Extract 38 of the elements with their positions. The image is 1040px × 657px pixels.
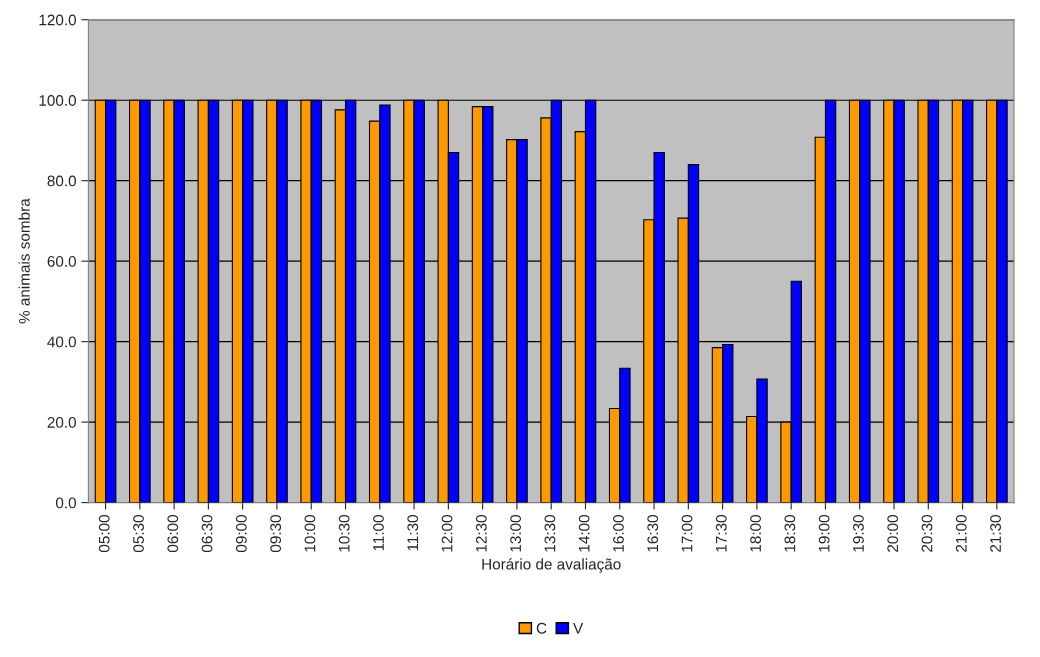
x-tick-label: 19:00 bbox=[818, 515, 830, 552]
x-tick-label: 19:30 bbox=[853, 515, 864, 552]
x-tick-label: 12:00 bbox=[441, 515, 453, 552]
x-tick-label: 05:30 bbox=[133, 515, 144, 553]
x-tick-label: 11:30 bbox=[407, 515, 419, 551]
x-axis-title: Horário de avaliação bbox=[482, 558, 621, 573]
x-tick-label: 20:30 bbox=[921, 515, 933, 552]
legend-label: C bbox=[536, 622, 547, 634]
x-tick-label: 17:00 bbox=[681, 515, 693, 552]
x-tick-label: 16:00 bbox=[613, 515, 624, 552]
x-tick-label: 16:30 bbox=[647, 515, 659, 552]
x-tick-label: 21:30 bbox=[990, 515, 1001, 552]
x-tick-label: 06:00 bbox=[167, 515, 179, 553]
y-tick-label: 40.0 bbox=[47, 336, 76, 348]
legend-label: V bbox=[573, 623, 584, 634]
x-tick-label: 05:00 bbox=[98, 515, 110, 553]
y-tick-label: 120.0 bbox=[39, 14, 76, 26]
x-tick-label: 14:00 bbox=[578, 515, 590, 552]
x-tick-label: 18:00 bbox=[750, 515, 761, 552]
x-tick-label: 11:00 bbox=[373, 515, 384, 551]
x-tick-label: 06:30 bbox=[201, 515, 213, 553]
y-tick-label: 20.0 bbox=[47, 416, 76, 428]
x-tick-label: 12:30 bbox=[475, 515, 487, 552]
x-tick-label: 21:00 bbox=[955, 515, 967, 552]
y-axis-title: % animais sombra bbox=[18, 198, 30, 324]
x-tick-label: 20:00 bbox=[887, 515, 899, 552]
y-tick-label: 60.0 bbox=[47, 256, 76, 267]
x-tick-label: 13:00 bbox=[510, 515, 522, 552]
x-tick-label: 13:30 bbox=[544, 515, 556, 552]
x-tick-label: 10:30 bbox=[338, 515, 350, 552]
y-tick-label: 80.0 bbox=[47, 175, 76, 187]
x-tick-label: 09:00 bbox=[235, 515, 247, 553]
y-tick-label: 0.0 bbox=[55, 497, 76, 509]
x-tick-label: 10:00 bbox=[304, 515, 316, 552]
x-tick-label: 17:30 bbox=[715, 515, 727, 552]
x-tick-label: 18:30 bbox=[784, 515, 796, 552]
y-tick-label: 100.0 bbox=[39, 95, 76, 106]
x-tick-label: 09:30 bbox=[270, 515, 282, 553]
